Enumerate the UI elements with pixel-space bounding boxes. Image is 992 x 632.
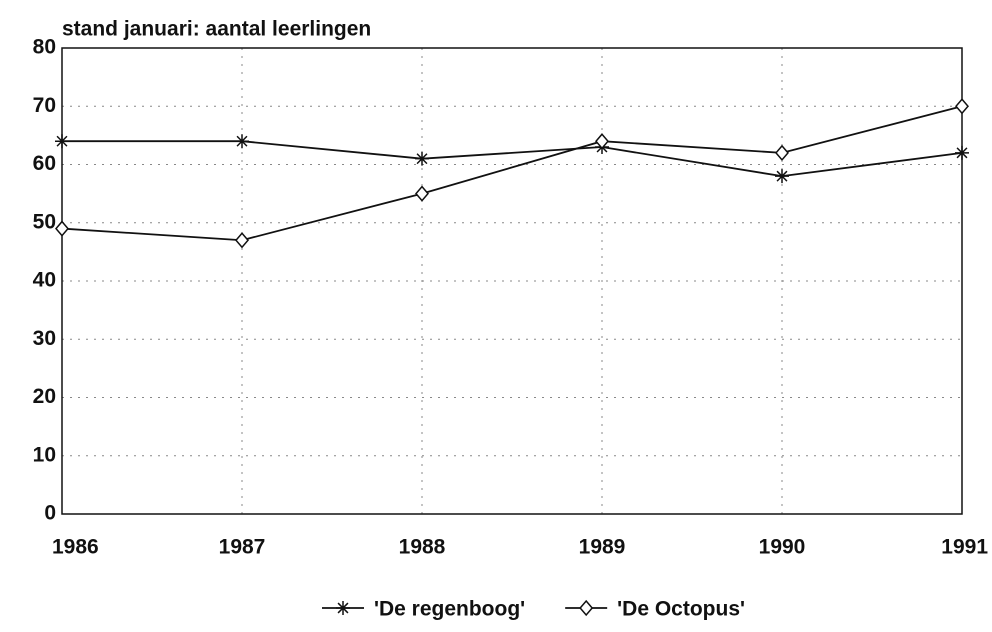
marker [55, 134, 69, 149]
plot-frame [61, 47, 963, 515]
marker [595, 133, 609, 150]
y-tick-label: 0 [44, 502, 56, 525]
legend-label: 'De Octopus' [617, 598, 745, 621]
marker [415, 151, 429, 166]
y-tick-label: 30 [33, 327, 56, 350]
marker [415, 185, 429, 202]
y-tick-label: 20 [33, 385, 56, 408]
marker [336, 601, 350, 615]
y-tick-label: 60 [33, 152, 56, 175]
marker [235, 134, 249, 149]
marker [579, 599, 594, 617]
y-tick-label: 10 [33, 443, 56, 466]
y-tick-label: 40 [33, 269, 56, 292]
marker [55, 220, 69, 237]
x-tick-label: 1990 [759, 536, 806, 559]
series-line [62, 140, 963, 178]
y-tick-label: 80 [33, 36, 56, 59]
series-line [61, 105, 963, 242]
marker [775, 169, 789, 184]
y-tick-label: 70 [33, 94, 56, 117]
x-tick-label: 1987 [219, 536, 266, 559]
marker [775, 144, 789, 162]
chart-title: stand januari: aantal leerlingen [62, 18, 371, 41]
marker [955, 145, 969, 160]
legend-label: 'De regenboog' [374, 598, 525, 621]
x-tick-label: 1989 [579, 536, 626, 559]
x-tick-label: 1991 [941, 536, 988, 559]
x-tick-label: 1988 [399, 536, 446, 559]
marker [235, 232, 249, 249]
marker [955, 98, 969, 115]
x-tick-label: 1986 [52, 536, 99, 559]
y-tick-label: 50 [33, 210, 56, 233]
